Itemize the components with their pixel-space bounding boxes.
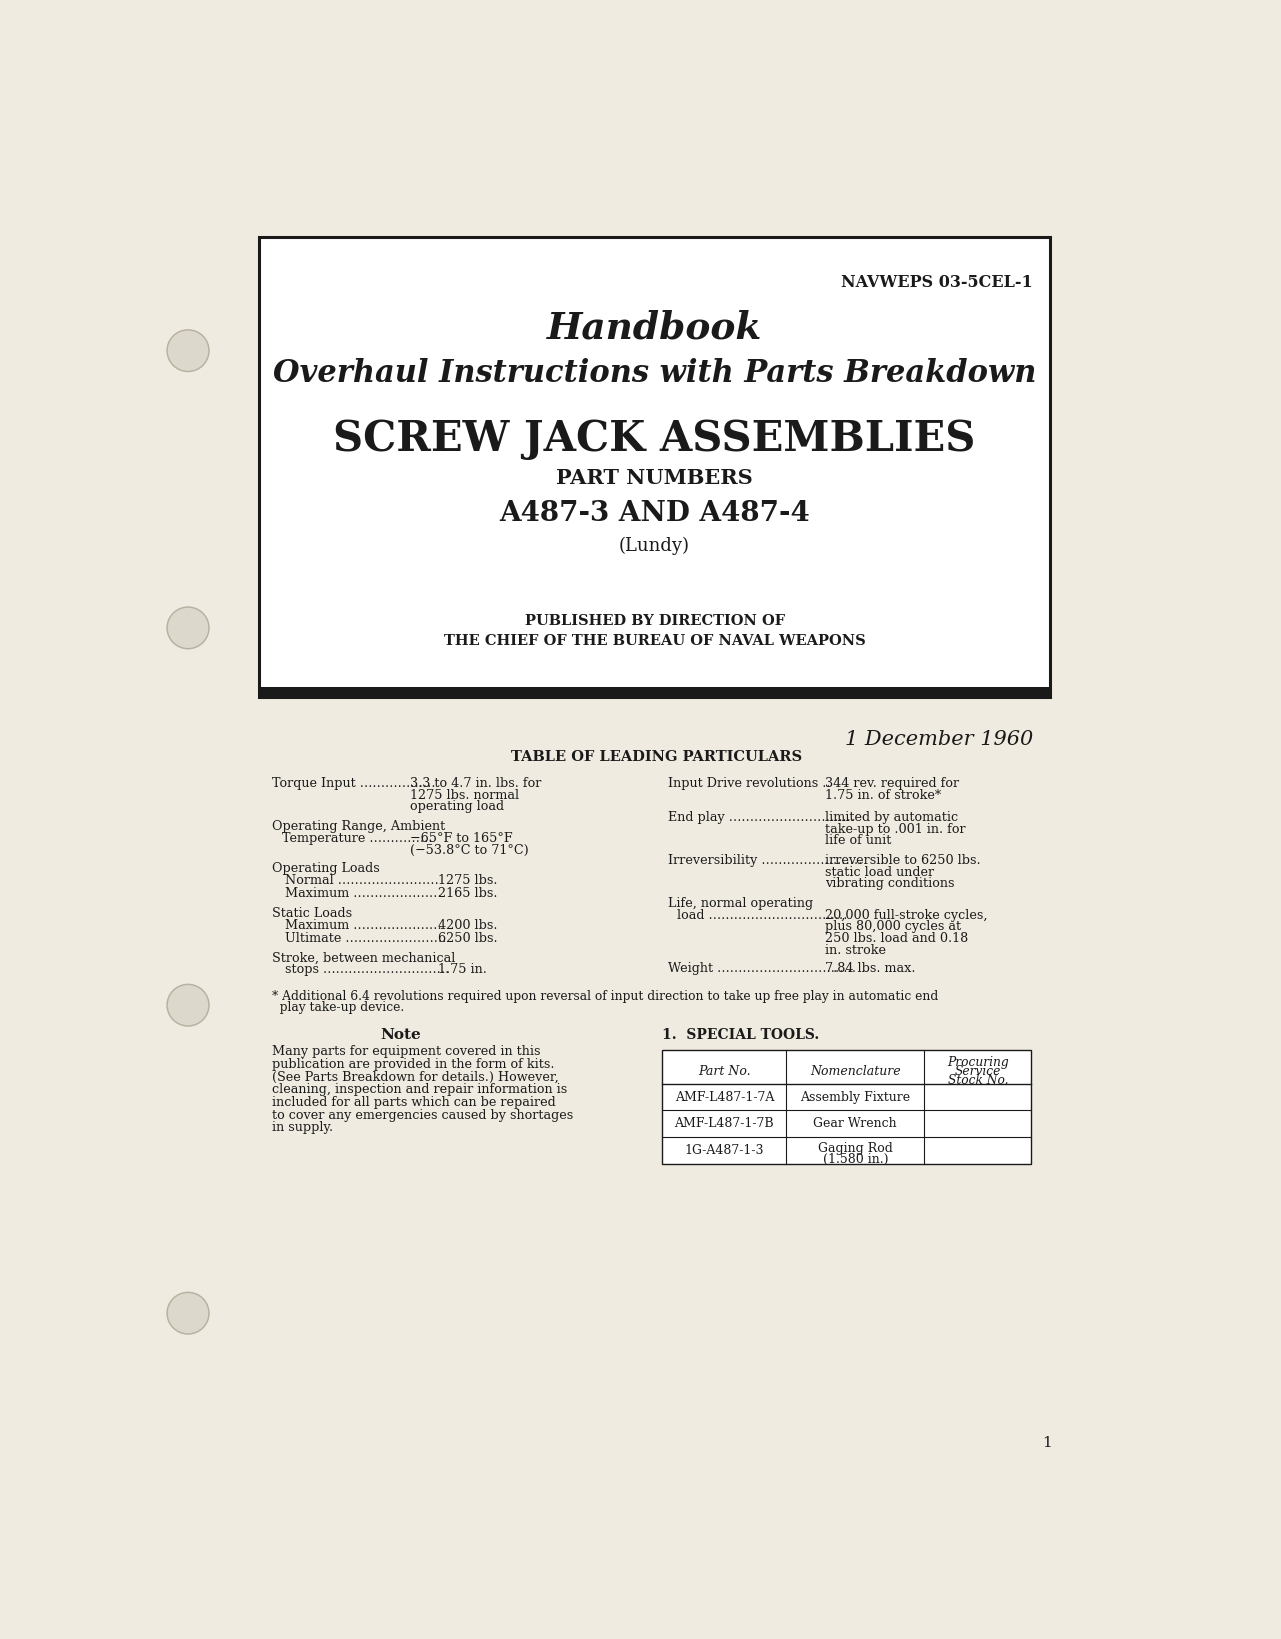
Text: 2165 lbs.: 2165 lbs. bbox=[438, 887, 497, 900]
Text: operating load: operating load bbox=[410, 800, 505, 813]
Text: Operating Range, Ambient: Operating Range, Ambient bbox=[273, 821, 446, 833]
Text: irreversible to 6250 lbs.: irreversible to 6250 lbs. bbox=[825, 854, 981, 867]
Text: PUBLISHED BY DIRECTION OF: PUBLISHED BY DIRECTION OF bbox=[524, 615, 785, 628]
Text: Torque Input ………………: Torque Input ……………… bbox=[273, 777, 436, 790]
Text: Gaging Rod: Gaging Rod bbox=[817, 1142, 893, 1155]
Text: included for all parts which can be repaired: included for all parts which can be repa… bbox=[273, 1096, 556, 1110]
Text: cleaning, inspection and repair information is: cleaning, inspection and repair informat… bbox=[273, 1083, 567, 1096]
Text: Procuring: Procuring bbox=[947, 1056, 1008, 1069]
Bar bbox=[662, 1051, 1031, 1164]
FancyBboxPatch shape bbox=[259, 236, 1050, 697]
Text: NAVWEPS 03-5CEL-1: NAVWEPS 03-5CEL-1 bbox=[842, 274, 1032, 290]
Text: 250 lbs. load and 0.18: 250 lbs. load and 0.18 bbox=[825, 933, 968, 946]
Text: Ultimate ……………………: Ultimate …………………… bbox=[284, 933, 446, 946]
Text: Gear Wrench: Gear Wrench bbox=[813, 1118, 897, 1131]
Text: Nomenclature: Nomenclature bbox=[810, 1065, 901, 1078]
Text: in. stroke: in. stroke bbox=[825, 944, 886, 957]
Text: Static Loads: Static Loads bbox=[273, 906, 352, 919]
Text: Temperature ……………: Temperature …………… bbox=[282, 833, 432, 846]
Text: 1275 lbs. normal: 1275 lbs. normal bbox=[410, 788, 520, 801]
Text: take-up to .001 in. for: take-up to .001 in. for bbox=[825, 823, 966, 836]
Text: AMF-L487-1-7A: AMF-L487-1-7A bbox=[675, 1090, 774, 1103]
Text: Handbook: Handbook bbox=[547, 310, 762, 347]
Text: THE CHIEF OF THE BUREAU OF NAVAL WEAPONS: THE CHIEF OF THE BUREAU OF NAVAL WEAPONS bbox=[443, 634, 866, 647]
Text: Many parts for equipment covered in this: Many parts for equipment covered in this bbox=[273, 1046, 541, 1059]
Text: to cover any emergencies caused by shortages: to cover any emergencies caused by short… bbox=[273, 1108, 574, 1121]
Text: Normal ……………………: Normal …………………… bbox=[284, 874, 438, 887]
Text: (Lundy): (Lundy) bbox=[619, 538, 690, 556]
Text: play take-up device.: play take-up device. bbox=[273, 1001, 405, 1015]
Circle shape bbox=[167, 606, 209, 649]
Text: SCREW JACK ASSEMBLIES: SCREW JACK ASSEMBLIES bbox=[333, 418, 976, 461]
Text: limited by automatic: limited by automatic bbox=[825, 811, 958, 824]
Text: Note: Note bbox=[380, 1028, 420, 1042]
Text: Overhaul Instructions with Parts Breakdown: Overhaul Instructions with Parts Breakdo… bbox=[273, 359, 1036, 390]
Text: Stock No.: Stock No. bbox=[948, 1075, 1008, 1088]
Text: Maximum …………………: Maximum ………………… bbox=[284, 919, 442, 933]
Circle shape bbox=[167, 1293, 209, 1334]
Text: Weight ……………………………: Weight …………………………… bbox=[667, 962, 856, 975]
Text: 3.3 to 4.7 in. lbs. for: 3.3 to 4.7 in. lbs. for bbox=[410, 777, 542, 790]
Text: Assembly Fixture: Assembly Fixture bbox=[801, 1090, 911, 1103]
Text: 6250 lbs.: 6250 lbs. bbox=[438, 933, 497, 946]
Text: A487-3 AND A487-4: A487-3 AND A487-4 bbox=[500, 500, 810, 528]
Text: 1G-A487-1-3: 1G-A487-1-3 bbox=[684, 1144, 763, 1157]
Text: 20,000 full-stroke cycles,: 20,000 full-stroke cycles, bbox=[825, 910, 988, 921]
Circle shape bbox=[167, 985, 209, 1026]
Text: load ……………………………: load …………………………… bbox=[678, 910, 848, 921]
Text: stops …………………………: stops ………………………… bbox=[284, 962, 450, 975]
Circle shape bbox=[167, 329, 209, 372]
Text: static load under: static load under bbox=[825, 865, 934, 879]
Text: vibrating conditions: vibrating conditions bbox=[825, 877, 954, 890]
Text: Operating Loads: Operating Loads bbox=[273, 862, 380, 875]
Text: 1 December 1960: 1 December 1960 bbox=[844, 729, 1032, 749]
Text: Irreversibility ……………………: Irreversibility …………………… bbox=[667, 854, 862, 867]
Text: publication are provided in the form of kits.: publication are provided in the form of … bbox=[273, 1057, 555, 1070]
Text: PART NUMBERS: PART NUMBERS bbox=[556, 467, 753, 488]
Text: plus 80,000 cycles at: plus 80,000 cycles at bbox=[825, 921, 961, 934]
Text: 4200 lbs.: 4200 lbs. bbox=[438, 919, 497, 933]
Text: 7.84 lbs. max.: 7.84 lbs. max. bbox=[825, 962, 916, 975]
Text: (See Parts Breakdown for details.) However,: (See Parts Breakdown for details.) Howev… bbox=[273, 1070, 560, 1083]
Text: −65°F to 165°F: −65°F to 165°F bbox=[410, 833, 514, 846]
Text: Life, normal operating: Life, normal operating bbox=[667, 898, 813, 910]
Text: 1275 lbs.: 1275 lbs. bbox=[438, 874, 497, 887]
Text: Part No.: Part No. bbox=[698, 1065, 751, 1078]
Text: End play …………………………: End play ………………………… bbox=[667, 811, 854, 824]
Text: 344 rev. required for: 344 rev. required for bbox=[825, 777, 959, 790]
Text: TABLE OF LEADING PARTICULARS: TABLE OF LEADING PARTICULARS bbox=[511, 749, 802, 764]
Text: (−53.8°C to 71°C): (−53.8°C to 71°C) bbox=[410, 844, 529, 857]
Text: Stroke, between mechanical: Stroke, between mechanical bbox=[273, 951, 456, 964]
Text: in supply.: in supply. bbox=[273, 1121, 333, 1134]
Text: (1.580 in.): (1.580 in.) bbox=[822, 1152, 888, 1165]
Text: 1: 1 bbox=[1043, 1436, 1053, 1451]
Text: Input Drive revolutions ..: Input Drive revolutions .. bbox=[667, 777, 830, 790]
Text: AMF-L487-1-7B: AMF-L487-1-7B bbox=[675, 1118, 774, 1131]
Bar bbox=[259, 687, 1050, 697]
Text: 1.75 in.: 1.75 in. bbox=[438, 962, 487, 975]
Text: Service: Service bbox=[954, 1065, 1000, 1078]
Text: * Additional 6.4 revolutions required upon reversal of input direction to take u: * Additional 6.4 revolutions required up… bbox=[273, 990, 939, 1003]
Text: 1.75 in. of stroke*: 1.75 in. of stroke* bbox=[825, 788, 942, 801]
Text: life of unit: life of unit bbox=[825, 834, 892, 847]
Text: Maximum …………………: Maximum ………………… bbox=[284, 887, 442, 900]
Text: 1.  SPECIAL TOOLS.: 1. SPECIAL TOOLS. bbox=[662, 1028, 820, 1042]
